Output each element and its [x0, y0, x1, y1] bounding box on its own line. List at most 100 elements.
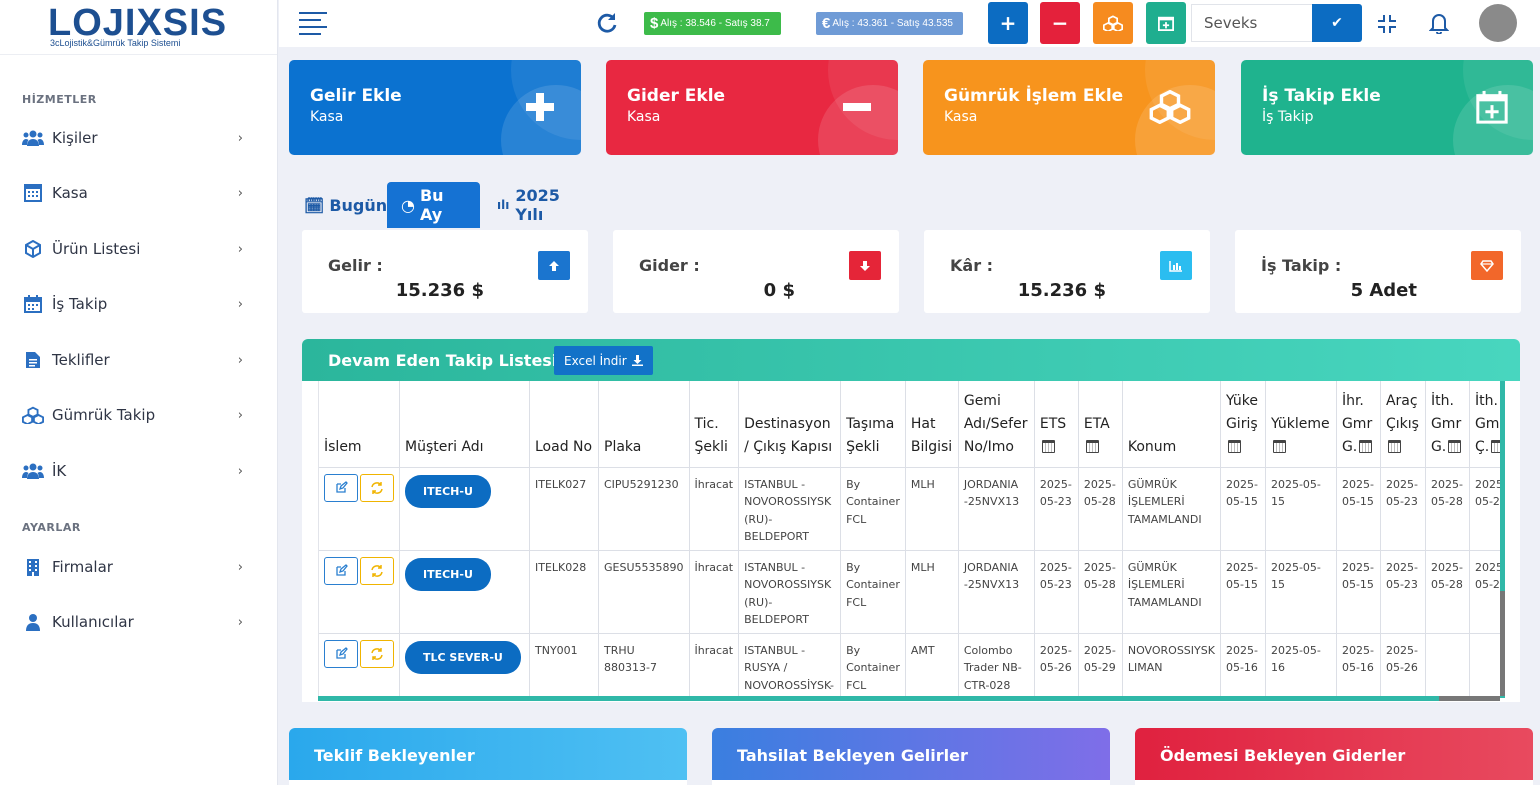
vertical-scrollbar[interactable] — [1500, 381, 1505, 698]
col-header[interactable]: Load No — [529, 381, 599, 468]
sync-icon[interactable] — [360, 473, 394, 502]
sidebar-item-gumruk-takip[interactable]: Gümrük Takip › — [22, 400, 247, 430]
card-subtitle: İş Takip — [1262, 109, 1314, 125]
calendar-plus-icon — [1158, 16, 1174, 31]
logo-text: LOJIXSIS — [48, 2, 228, 44]
add-job-button[interactable] — [1146, 2, 1186, 44]
vessel-cell: JORDANIA -25NVX13 — [958, 550, 1035, 634]
company-confirm-button[interactable]: ✔ — [1312, 4, 1362, 42]
customer-badge[interactable]: ITECH-U — [405, 474, 491, 508]
col-header[interactable]: Plaka — [598, 381, 690, 468]
loading-cell: 2025-05-16 — [1265, 633, 1337, 698]
vertical-scrollbar-thumb[interactable] — [1500, 591, 1505, 696]
horizontal-scrollbar-thumb[interactable] — [1439, 696, 1500, 701]
stat-label: Kâr : — [950, 256, 994, 275]
col-header[interactable]: Hat Bilgisi — [905, 381, 959, 468]
loading-cell: 2025-05-15 — [1265, 467, 1337, 551]
tab-year[interactable]: ılı 2025 Yılı — [493, 182, 564, 228]
actions-cell — [319, 550, 400, 634]
actions-cell — [319, 467, 400, 551]
col-header[interactable]: Tic. Şekli — [689, 381, 740, 468]
stat-income: Gelir : 15.236 $ — [302, 230, 588, 313]
col-header[interactable]: Taşıma Şekli — [840, 381, 906, 468]
actions-cell — [319, 633, 400, 698]
sync-icon[interactable] — [360, 556, 394, 585]
col-header[interactable]: Yükleme — [1265, 381, 1337, 468]
col-header[interactable]: Konum — [1122, 381, 1221, 468]
avatar[interactable] — [1479, 4, 1517, 42]
add-expense-button[interactable]: − — [1040, 2, 1080, 44]
compress-icon[interactable] — [1377, 14, 1397, 34]
minus-icon: − — [1051, 11, 1069, 35]
load-no-cell: ITELK028 — [529, 550, 599, 634]
card-add-customs[interactable]: Gümrük İşlem Ekle Kasa — [923, 60, 1215, 155]
card-add-income[interactable]: Gelir Ekle Kasa — [289, 60, 581, 155]
tracking-table-scroll[interactable]: İslem Müşteri Adı Load No Plaka Tic. Şek… — [318, 381, 1500, 698]
vehicle-out-cell: 2025-05-26 — [1380, 633, 1426, 698]
customer-badge[interactable]: ITECH-U — [405, 557, 491, 591]
edit-icon[interactable] — [324, 639, 358, 668]
edit-icon[interactable] — [324, 473, 358, 502]
calendar-icon — [1272, 440, 1286, 453]
add-income-button[interactable]: + — [988, 2, 1028, 44]
import-customs-in-cell — [1425, 633, 1470, 698]
sidebar-item-urun-listesi[interactable]: Ürün Listesi › — [22, 234, 247, 264]
plus-icon — [526, 93, 554, 121]
chevron-right-icon: › — [237, 407, 243, 423]
col-header[interactable]: İth. Gmr Ç. — [1469, 381, 1500, 468]
horizontal-scrollbar[interactable] — [318, 696, 1500, 701]
arrow-down-icon — [849, 251, 881, 280]
tab-this-month[interactable]: ◔ Bu Ay — [387, 182, 480, 228]
ets-cell: 2025-05-26 — [1034, 633, 1079, 698]
bell-icon[interactable] — [1429, 12, 1449, 34]
sidebar-item-firmalar[interactable]: Firmalar › — [22, 552, 247, 582]
col-header[interactable]: İth. Gmr G. — [1425, 381, 1470, 468]
eur-rate-text: Alış : 43.361 - Satış 43.535 — [832, 18, 953, 29]
users-icon — [22, 129, 44, 147]
customer-cell: TLC SEVER-U — [399, 633, 530, 698]
add-customs-button[interactable] — [1093, 2, 1133, 44]
sidebar-item-kasa[interactable]: Kasa › — [22, 178, 247, 208]
col-header[interactable]: Yüke Giriş — [1220, 381, 1266, 468]
customer-cell: ITECH-U — [399, 467, 530, 551]
sync-icon[interactable] — [360, 639, 394, 668]
col-header[interactable]: Gemi Adı/Sefer No/Imo — [958, 381, 1035, 468]
chevron-right-icon: › — [237, 296, 243, 312]
table-row: TLC SEVER-U TNY001 TRHU 880313-7 İhracat… — [319, 633, 1500, 698]
plate-cell: TRHU 880313-7 — [598, 633, 690, 698]
refresh-icon[interactable] — [595, 11, 619, 35]
col-header[interactable]: Müşteri Adı — [399, 381, 530, 468]
excel-download-button[interactable]: Excel İndir — [554, 346, 653, 375]
sidebar-item-kullanicilar[interactable]: Kullanıcılar › — [22, 607, 247, 637]
card-add-job[interactable]: İş Takip Ekle İş Takip — [1241, 60, 1533, 155]
calendar-icon — [1491, 440, 1500, 453]
load-no-cell: TNY001 — [529, 633, 599, 698]
customer-badge[interactable]: TLC SEVER-U — [405, 640, 521, 674]
sidebar-item-ik[interactable]: İK › — [22, 456, 247, 486]
logo[interactable]: LOJIXSIS 3cLojistik&Gümrük Takip Sistemi — [0, 0, 277, 55]
location-cell: NOVOROSSIYSK LIMAN — [1122, 633, 1221, 698]
ongoing-tracking-panel: Devam Eden Takip Listesi Excel İndir İsl… — [302, 339, 1520, 702]
usd-rate-text: Alış : 38.546 - Satış 38.7 — [660, 18, 770, 29]
edit-icon[interactable] — [324, 556, 358, 585]
sidebar-item-is-takip[interactable]: İş Takip › — [22, 289, 247, 319]
cubes-icon — [1149, 90, 1191, 124]
stat-label: Gelir : — [328, 256, 383, 275]
tab-today[interactable]: 🗓 Bugün — [300, 182, 391, 228]
trade-cell: İhracat — [689, 467, 740, 551]
col-header[interactable]: İslem — [319, 381, 400, 468]
col-header[interactable]: ETA — [1078, 381, 1123, 468]
cubes-icon — [1103, 15, 1123, 31]
col-header[interactable]: İhr. Gmr G. — [1336, 381, 1381, 468]
dollar-icon: $ — [650, 15, 659, 32]
company-selector[interactable]: Seveks — [1191, 4, 1313, 42]
col-header[interactable]: Destinasyon / Çıkış Kapısı — [738, 381, 842, 468]
export-customs-in-cell: 2025-05-15 — [1336, 467, 1381, 551]
sidebar-item-kisiler[interactable]: Kişiler › — [22, 123, 247, 153]
col-header[interactable]: ETS — [1034, 381, 1079, 468]
card-add-expense[interactable]: Gider Ekle Kasa — [606, 60, 898, 155]
col-header[interactable]: Araç Çıkış — [1380, 381, 1426, 468]
plate-cell: CIPU5291230 — [598, 467, 690, 551]
hamburger-menu-icon[interactable] — [299, 12, 327, 35]
sidebar-item-teklifler[interactable]: Teklifler › — [22, 345, 247, 375]
